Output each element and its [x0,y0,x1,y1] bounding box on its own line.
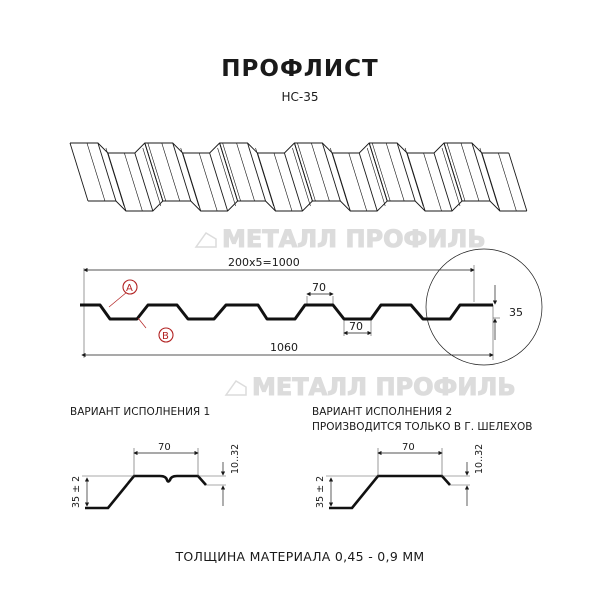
page-title: ПРОФЛИСТ [221,56,379,82]
sheet-rib-line [283,152,303,212]
sheet-rib-line [358,152,378,212]
variant-2-height-label: 35 ± 2 [315,476,326,508]
sheet-rib-line [293,142,313,202]
profile-section: 200х5=1000 1060 70 70 35 A B [80,248,543,366]
sheet-rib-line [236,142,255,202]
marker-b [158,327,174,343]
sheet-rib-line [161,142,181,202]
top-flat-label: 70 [312,281,326,294]
variant-1-title: ВАРИАНТ ИСПОЛНЕНИЯ 1 [70,406,211,418]
pitch-label: 200х5=1000 [228,256,300,269]
height-label: 35 [509,306,523,319]
variant-1-flat-label: 70 [158,442,171,453]
marker-a [122,279,138,295]
sheet-rib-line [142,147,162,207]
watermark-text: МЕТАЛЛ ПРОФИЛЬ [222,225,486,253]
sheet-rib-line [297,142,316,202]
sheet-rib-line [292,147,311,207]
sheet-edge [88,200,527,212]
profile-model: НС-35 [281,90,319,104]
sheet-rib-line [481,152,501,212]
sheet-edge [70,142,509,154]
bottom-flat-label: 70 [349,320,363,333]
variant-2-flat-label: 70 [402,442,415,453]
sheet-rib-line [198,152,218,212]
variant-2-edge-label: 10..32 [474,444,485,474]
sheet-rib-line [124,152,143,212]
variant-2-note: ПРОИЗВОДИТСЯ ТОЛЬКО В Г. ШЕЛЕХОВ [312,421,533,433]
sheet-rib-line [134,152,154,212]
sheet-rib-line [107,152,127,212]
sheet-rib-line [172,142,192,202]
sheet-rib-line [331,152,351,212]
width-label: 1060 [270,341,298,354]
variant-2-title: ВАРИАНТ ИСПОЛНЕНИЯ 2 [312,406,453,418]
sheet-rib-line [97,142,117,202]
marker-b-label: B [162,331,169,342]
profile-line [80,303,493,321]
sheet-rib-line [406,152,426,212]
sheet-rib-line [443,142,463,202]
sheet-rib-line [144,142,164,202]
sheet-rib-line [182,152,202,212]
variant-1-detail: 70 35 ± 2 10..32 [71,442,241,510]
sheet-rib-line [86,142,106,202]
sheet-rib-line [471,142,491,202]
sheet-rib-line [348,152,368,212]
sheet-rib-line [371,142,391,202]
variant-1-height-label: 35 ± 2 [71,476,82,508]
detail-circle [425,248,543,366]
sheet-rib-line [222,142,241,202]
sheet-rib-line [311,142,330,202]
sheet-rib-line [385,142,405,202]
sheet-rib-line [209,152,229,212]
sheet-rib-line [247,142,266,202]
sheet-rib-line [217,147,236,207]
sheet-rib-line [498,152,517,212]
sheet-rib-line [273,152,293,212]
sheet-rib-line [69,142,89,202]
sheet-3d-view [69,142,528,212]
sheet-rib-line [257,152,276,212]
sheet-rib-line [396,142,416,202]
sheet-rib-line [441,147,461,207]
sheet-rib-line [321,142,341,202]
sheet-rib-line [368,142,388,202]
watermark-text: МЕТАЛЛ ПРОФИЛЬ [252,373,516,401]
sheet-rib-line [508,152,528,212]
sheet-rib-line [446,142,466,202]
material-thickness: ТОЛЩИНА МАТЕРИАЛА 0,45 - 0,9 ММ [175,549,425,564]
sheet-rib-line [433,152,453,212]
marker-a-label: A [126,283,133,294]
variant-1-edge-label: 10..32 [230,444,241,474]
sheet-rib-line [147,142,167,202]
watermark: МЕТАЛЛ ПРОФИЛЬ МЕТАЛЛ ПРОФИЛЬ [194,225,516,402]
sheet-rib-line [219,142,239,202]
sheet-rib-line [423,152,442,212]
sheet-rib-line [366,147,386,207]
variant-2-detail: 70 35 ± 2 10..32 [315,442,485,510]
sheet-rib-line [460,142,480,202]
